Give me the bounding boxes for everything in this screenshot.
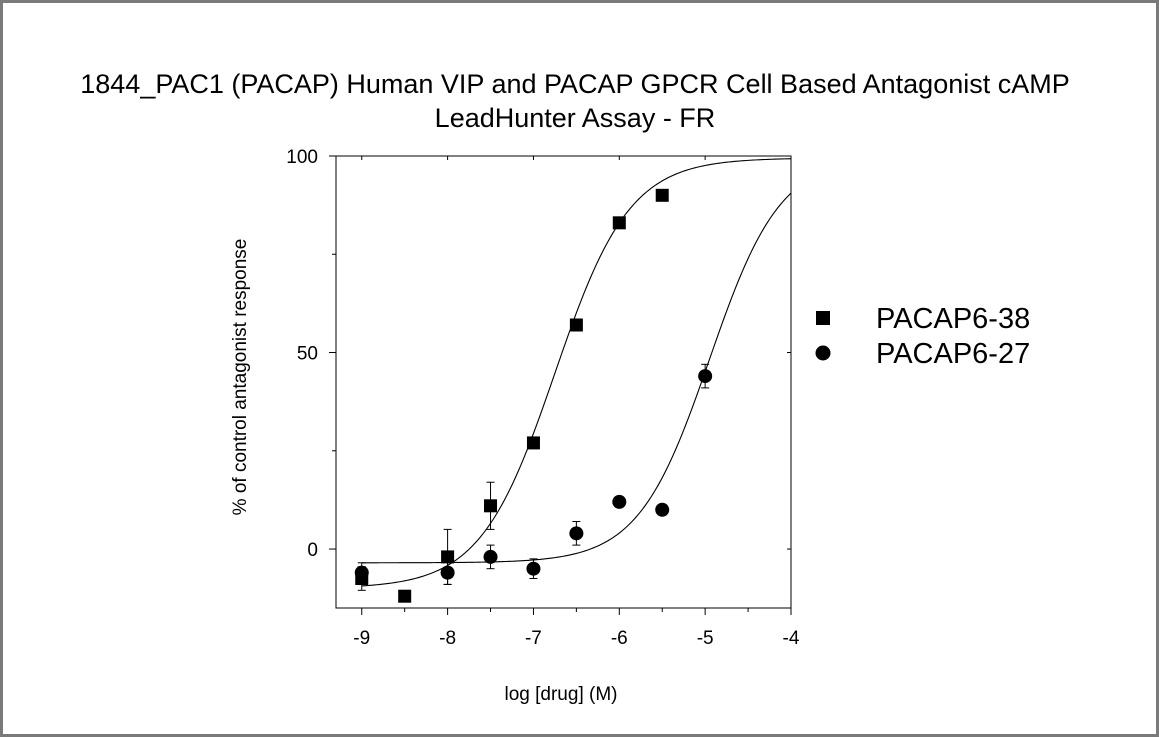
x-tick-label: -4 (783, 628, 800, 649)
legend-label: PACAP6-27 (876, 338, 1030, 370)
chart-title: 1844_PAC1 (PACAP) Human VIP and PACAP GP… (80, 69, 1069, 99)
x-tick-label: -6 (611, 628, 628, 649)
plot-frame (335, 155, 792, 609)
data-point-square (441, 550, 455, 564)
x-axis-label: log [drug] (M) (505, 684, 618, 705)
data-point-square (484, 499, 498, 513)
data-point-circle (354, 565, 369, 580)
y-tick-label: 50 (297, 344, 318, 365)
data-point-circle (569, 526, 584, 541)
data-point-circle (698, 369, 713, 384)
data-point-circle (655, 502, 670, 517)
data-point-square (398, 589, 412, 603)
fit-curve-1 (361, 158, 792, 587)
y-tick-label: 100 (286, 147, 318, 168)
plot-area: -9 -8 -7 -6 -5 -4 0 50 100 (286, 147, 800, 649)
fit-curve-2 (361, 192, 792, 564)
data-point-square (655, 188, 669, 202)
data-point-square (569, 318, 583, 332)
legend-label: PACAP6-38 (876, 303, 1030, 335)
data-point-square (612, 216, 626, 230)
data-point-square (526, 436, 540, 450)
y-axis-label: % of control antagonist response (230, 239, 251, 516)
data-point-circle (612, 494, 627, 509)
x-tick-label: -9 (353, 628, 370, 649)
data-point-circle (526, 561, 541, 576)
legend-marker-square (816, 311, 830, 325)
x-tick-label: -5 (697, 628, 714, 649)
x-tick-label: -8 (439, 628, 456, 649)
data-point-circle (483, 549, 498, 564)
data-point-circle (440, 565, 455, 580)
chart-subtitle: LeadHunter Assay - FR (435, 103, 716, 133)
x-tick-label: -7 (525, 628, 542, 649)
chart: 1844_PAC1 (PACAP) Human VIP and PACAP GP… (80, 69, 1069, 705)
legend-marker-circle (815, 345, 831, 361)
y-tick-label: 0 (307, 540, 318, 561)
